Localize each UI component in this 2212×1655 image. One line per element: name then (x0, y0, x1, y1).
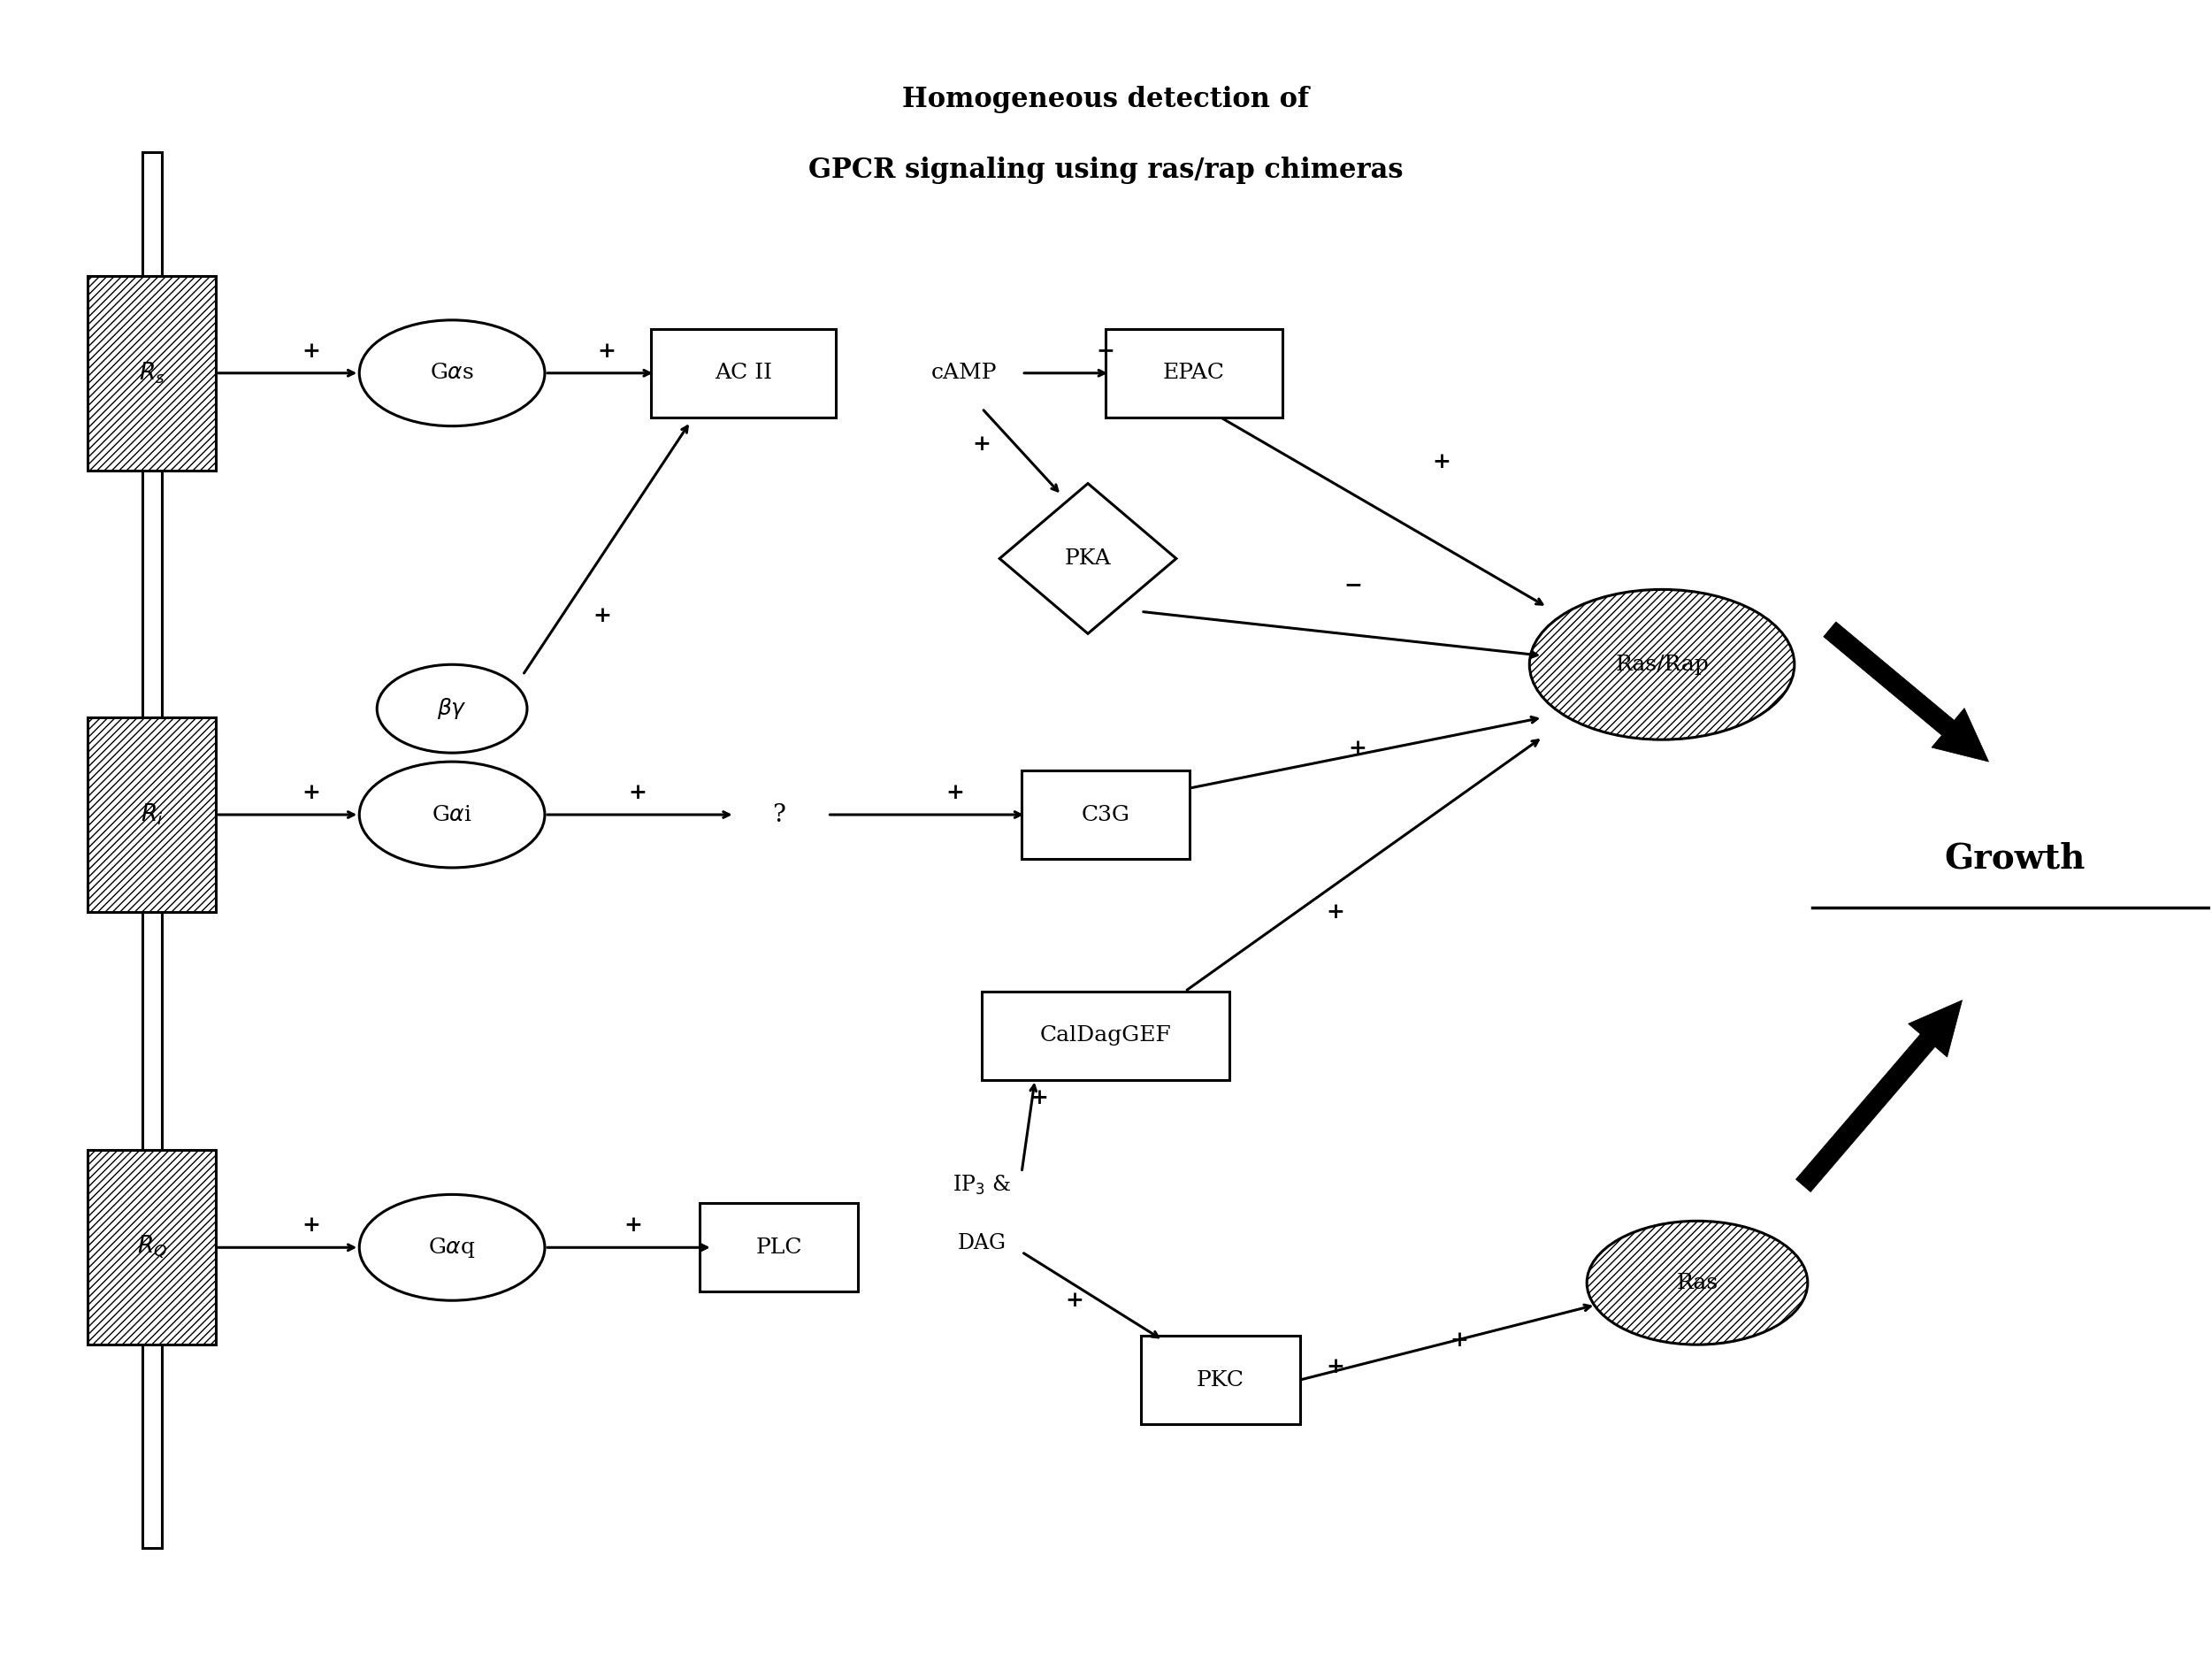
Ellipse shape (358, 761, 544, 867)
Text: $R_s$: $R_s$ (139, 361, 166, 386)
Text: +: + (973, 434, 991, 455)
Text: Growth: Growth (1944, 842, 2086, 875)
Text: +: + (1449, 1329, 1469, 1350)
Text: GPCR signaling using ras/rap chimeras: GPCR signaling using ras/rap chimeras (807, 156, 1402, 184)
Text: $\beta\gamma$: $\beta\gamma$ (438, 697, 467, 722)
Text: Ras: Ras (1677, 1273, 1719, 1293)
Bar (142, 152, 161, 1547)
Bar (1022, 771, 1190, 859)
Text: ?: ? (772, 803, 785, 826)
Text: $R_Q$: $R_Q$ (137, 1235, 166, 1261)
Text: −: − (1343, 574, 1363, 596)
Text: cAMP: cAMP (931, 362, 998, 384)
Bar (88, 276, 217, 470)
Polygon shape (1796, 1000, 1962, 1192)
Text: +: + (1325, 1355, 1345, 1377)
Ellipse shape (376, 665, 526, 753)
Text: +: + (628, 783, 646, 803)
Text: +: + (947, 783, 964, 803)
Text: +: + (1031, 1087, 1048, 1107)
Text: G$\alpha$i: G$\alpha$i (431, 804, 473, 824)
Text: AC II: AC II (714, 362, 772, 384)
Bar (1141, 1336, 1301, 1425)
Bar (699, 1203, 858, 1291)
Text: +: + (1066, 1289, 1084, 1311)
Text: +: + (301, 341, 321, 361)
Text: +: + (1431, 450, 1451, 472)
Text: Ras/Rap: Ras/Rap (1615, 654, 1708, 675)
Text: PKA: PKA (1064, 548, 1110, 569)
Polygon shape (1000, 483, 1177, 634)
Text: +: + (1325, 902, 1345, 922)
Polygon shape (1823, 622, 1989, 761)
Text: G$\alpha$s: G$\alpha$s (429, 362, 473, 384)
Bar (1106, 329, 1283, 417)
Text: PKC: PKC (1197, 1370, 1243, 1390)
Text: IP$_3$ &: IP$_3$ & (953, 1173, 1011, 1197)
Bar (88, 1150, 217, 1344)
Text: +: + (301, 1215, 321, 1236)
Text: C3G: C3G (1082, 804, 1130, 824)
Text: +: + (593, 606, 611, 627)
Ellipse shape (1586, 1221, 1807, 1344)
Ellipse shape (358, 319, 544, 425)
Text: PLC: PLC (757, 1238, 803, 1258)
Ellipse shape (1528, 589, 1794, 740)
Text: +: + (1347, 738, 1367, 760)
Text: +: + (301, 783, 321, 803)
Bar (650, 329, 836, 417)
Text: +: + (624, 1215, 641, 1236)
Text: EPAC: EPAC (1164, 362, 1225, 384)
Bar (88, 718, 217, 912)
Text: G$\alpha$q: G$\alpha$q (429, 1236, 476, 1259)
Text: DAG: DAG (958, 1233, 1006, 1253)
Text: Homogeneous detection of: Homogeneous detection of (902, 86, 1310, 113)
Bar (982, 991, 1230, 1079)
Ellipse shape (358, 1195, 544, 1301)
Text: $R_i$: $R_i$ (142, 803, 164, 828)
Text: +: + (597, 341, 615, 361)
Text: CalDagGEF: CalDagGEF (1040, 1026, 1172, 1046)
Text: +: + (1097, 341, 1115, 361)
